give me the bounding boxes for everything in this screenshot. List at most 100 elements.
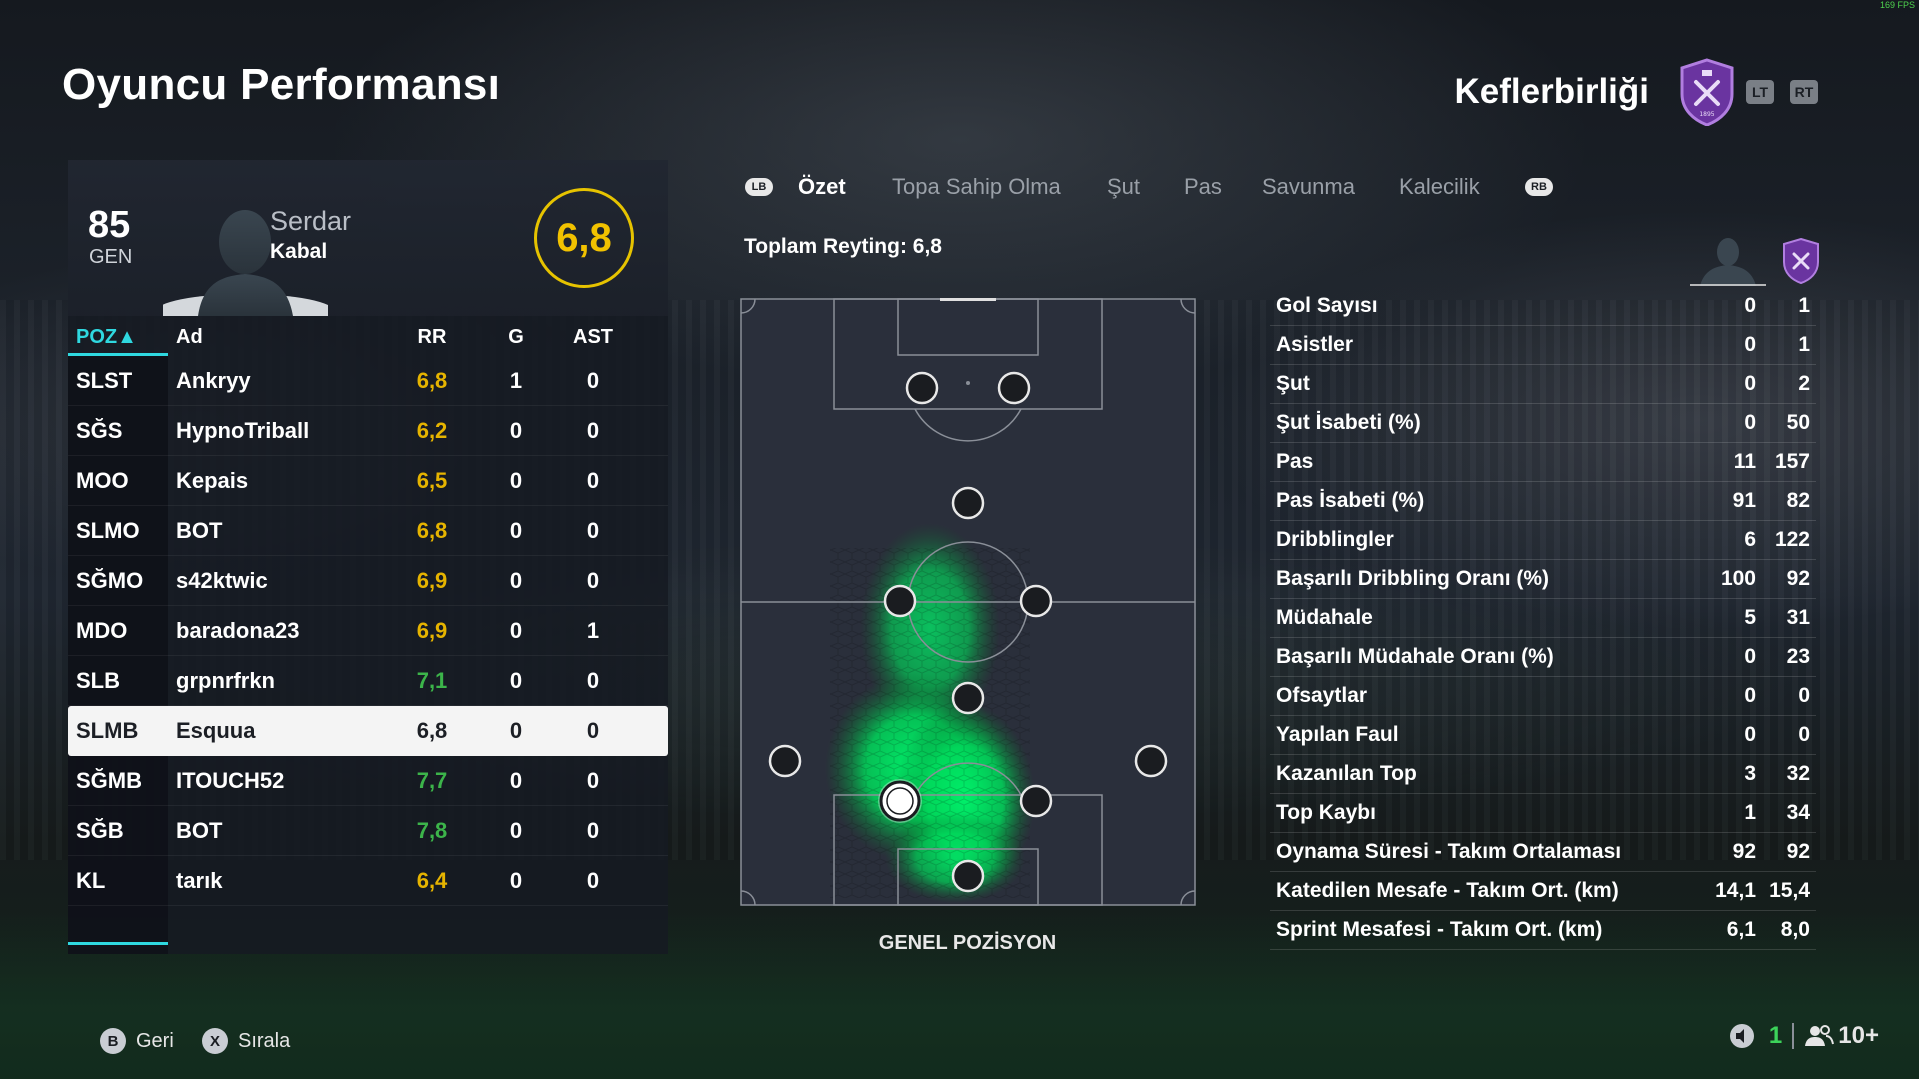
back-action[interactable]: B Geri xyxy=(100,1028,174,1054)
stat-team-value: 82 xyxy=(1786,489,1810,512)
cell-assists: 1 xyxy=(586,618,600,643)
tab-ozet[interactable]: Özet xyxy=(798,174,846,199)
header-g[interactable]: G xyxy=(508,326,524,348)
header-name[interactable]: Ad xyxy=(176,326,203,348)
table-row[interactable]: SĞMO s42ktwic 6,9 0 0 xyxy=(68,556,668,606)
player-marker xyxy=(997,371,1031,405)
stat-label: Sprint Mesafesi - Takım Ort. (km) xyxy=(1276,918,1603,941)
table-row[interactable]: SLB grpnrfrkn 7,1 0 0 xyxy=(68,656,668,706)
lb-bumper-button[interactable]: LB xyxy=(745,178,773,196)
cell-rating: 7,7 xyxy=(416,768,448,793)
cell-goals: 0 xyxy=(509,768,523,793)
stats-table: Gol Sayısı 0 1 Asistler 0 1 Şut 0 2 Şut İsabeti (… xyxy=(1270,287,1816,950)
header-ast[interactable]: AST xyxy=(573,326,613,348)
stat-row: Yapılan Faul 0 0 xyxy=(1270,716,1816,755)
stat-team-value: 92 xyxy=(1786,567,1810,590)
cell-goals: 0 xyxy=(509,818,523,843)
stat-team-value: 31 xyxy=(1786,606,1810,629)
cell-player-name: s42ktwic xyxy=(176,568,268,593)
stat-player-value: 1 xyxy=(1744,801,1756,824)
cell-position: SĞB xyxy=(76,818,124,843)
tab-savunma[interactable]: Savunma xyxy=(1262,174,1355,199)
fps-counter: 169 FPS xyxy=(1879,0,1915,10)
stat-team-value: 2 xyxy=(1798,372,1810,395)
stat-player-value: 0 xyxy=(1744,411,1756,434)
cell-position: KL xyxy=(76,868,106,893)
stat-label: Oynama Süresi - Takım Ortalaması xyxy=(1276,840,1622,863)
rt-bumper-button[interactable]: RT xyxy=(1790,80,1818,104)
stat-player-value: 92 xyxy=(1732,840,1756,863)
stat-label: Katedilen Mesafe - Takım Ort. (km) xyxy=(1276,879,1619,902)
cell-assists: 0 xyxy=(586,418,600,443)
cell-goals: 1 xyxy=(509,368,523,393)
table-row[interactable]: SĞS HypnoTriball 6,2 0 0 xyxy=(68,406,668,456)
player-profile-card: 85 GEN Serdar Kabal 6,8 xyxy=(68,160,668,316)
header-pos[interactable]: POZ▲ xyxy=(76,326,137,348)
stat-row: Asistler 0 1 xyxy=(1270,326,1816,365)
player-overall-label: GEN xyxy=(89,246,133,268)
stat-row: Kazanılan Top 3 32 xyxy=(1270,755,1816,794)
table-row[interactable]: SĞMB ITOUCH52 7,7 0 0 xyxy=(68,756,668,806)
cell-rating: 6,9 xyxy=(416,568,448,593)
stat-team-value: 157 xyxy=(1774,450,1810,473)
stat-team-value: 32 xyxy=(1786,762,1810,785)
stat-row: Şut İsabeti (%) 0 50 xyxy=(1270,404,1816,443)
pitch-label: GENEL POZİSYON xyxy=(878,932,1057,954)
cell-goals: 0 xyxy=(509,718,523,743)
sort-label: Sırala xyxy=(238,1029,291,1052)
back-label: Geri xyxy=(136,1029,174,1052)
stat-label: Yapılan Faul xyxy=(1276,723,1399,746)
cell-player-name: Ankryy xyxy=(176,368,251,393)
stat-player-value: 11 xyxy=(1733,450,1756,473)
stat-row: Başarılı Müdahale Oranı (%) 0 23 xyxy=(1270,638,1816,677)
tab-sut[interactable]: Şut xyxy=(1107,174,1141,199)
cell-player-name: BOT xyxy=(176,518,223,543)
stat-team-value: 23 xyxy=(1786,645,1810,668)
stat-row: Gol Sayısı 0 1 xyxy=(1270,287,1816,326)
cell-position: SLMB xyxy=(76,718,139,743)
voice-count: 1 xyxy=(1768,1022,1783,1049)
players-count: 10+ xyxy=(1838,1022,1879,1049)
tab-kalecilik[interactable]: Kalecilik xyxy=(1399,174,1480,199)
stat-team-value: 1 xyxy=(1798,294,1810,317)
cell-rating: 6,9 xyxy=(416,618,448,643)
player-marker xyxy=(951,681,985,715)
cell-assists: 0 xyxy=(586,468,600,493)
sort-action[interactable]: X Sırala xyxy=(202,1028,290,1054)
stat-player-value: 3 xyxy=(1744,762,1756,785)
stat-row: Oynama Süresi - Takım Ortalaması 92 92 xyxy=(1270,833,1816,872)
lt-bumper-button[interactable]: LT xyxy=(1746,80,1774,104)
stat-label: Pas xyxy=(1276,450,1314,473)
player-marker xyxy=(768,744,802,778)
table-row[interactable]: MOO Kepais 6,5 0 0 xyxy=(68,456,668,506)
table-row[interactable]: SLMB Esquua 6,8 0 0 xyxy=(68,706,668,756)
cell-rating: 7,8 xyxy=(416,818,448,843)
team-crest-small-icon xyxy=(1783,238,1819,284)
tab-topa-sahip-olma[interactable]: Topa Sahip Olma xyxy=(892,174,1061,199)
stat-player-value: 0 xyxy=(1744,333,1756,356)
table-header: POZ▲ Ad RR G AST xyxy=(68,316,668,356)
tab-pas[interactable]: Pas xyxy=(1184,174,1222,199)
cell-position: MDO xyxy=(76,618,128,643)
table-row[interactable]: SLMO BOT 6,8 0 0 xyxy=(68,506,668,556)
header-rr[interactable]: RR xyxy=(417,326,447,348)
total-rating: Toplam Reyting: 6,8 xyxy=(744,235,942,258)
table-row[interactable]: MDO baradona23 6,9 0 1 xyxy=(68,606,668,656)
cell-rating: 6,8 xyxy=(416,368,448,393)
table-row[interactable]: KL tarık 6,4 0 0 xyxy=(68,856,668,906)
cell-goals: 0 xyxy=(509,568,523,593)
cell-position: SĞMB xyxy=(76,768,142,793)
cell-player-name: HypnoTriball xyxy=(176,418,310,443)
rb-bumper-button[interactable]: RB xyxy=(1525,178,1553,196)
stat-label: Ofsaytlar xyxy=(1276,684,1368,707)
table-row[interactable]: SLST Ankryy 6,8 1 0 xyxy=(68,356,668,406)
cell-goals: 0 xyxy=(509,518,523,543)
table-row[interactable]: SĞB BOT 7,8 0 0 xyxy=(68,806,668,856)
cell-position: SLB xyxy=(76,668,120,693)
stat-label: Şut xyxy=(1276,372,1310,395)
scrollbar-indicator[interactable] xyxy=(68,942,168,945)
stat-player-value: 100 xyxy=(1720,567,1756,590)
cell-assists: 0 xyxy=(586,518,600,543)
cell-assists: 0 xyxy=(586,368,600,393)
stat-row: Katedilen Mesafe - Takım Ort. (km) 14,1 15… xyxy=(1270,872,1816,911)
